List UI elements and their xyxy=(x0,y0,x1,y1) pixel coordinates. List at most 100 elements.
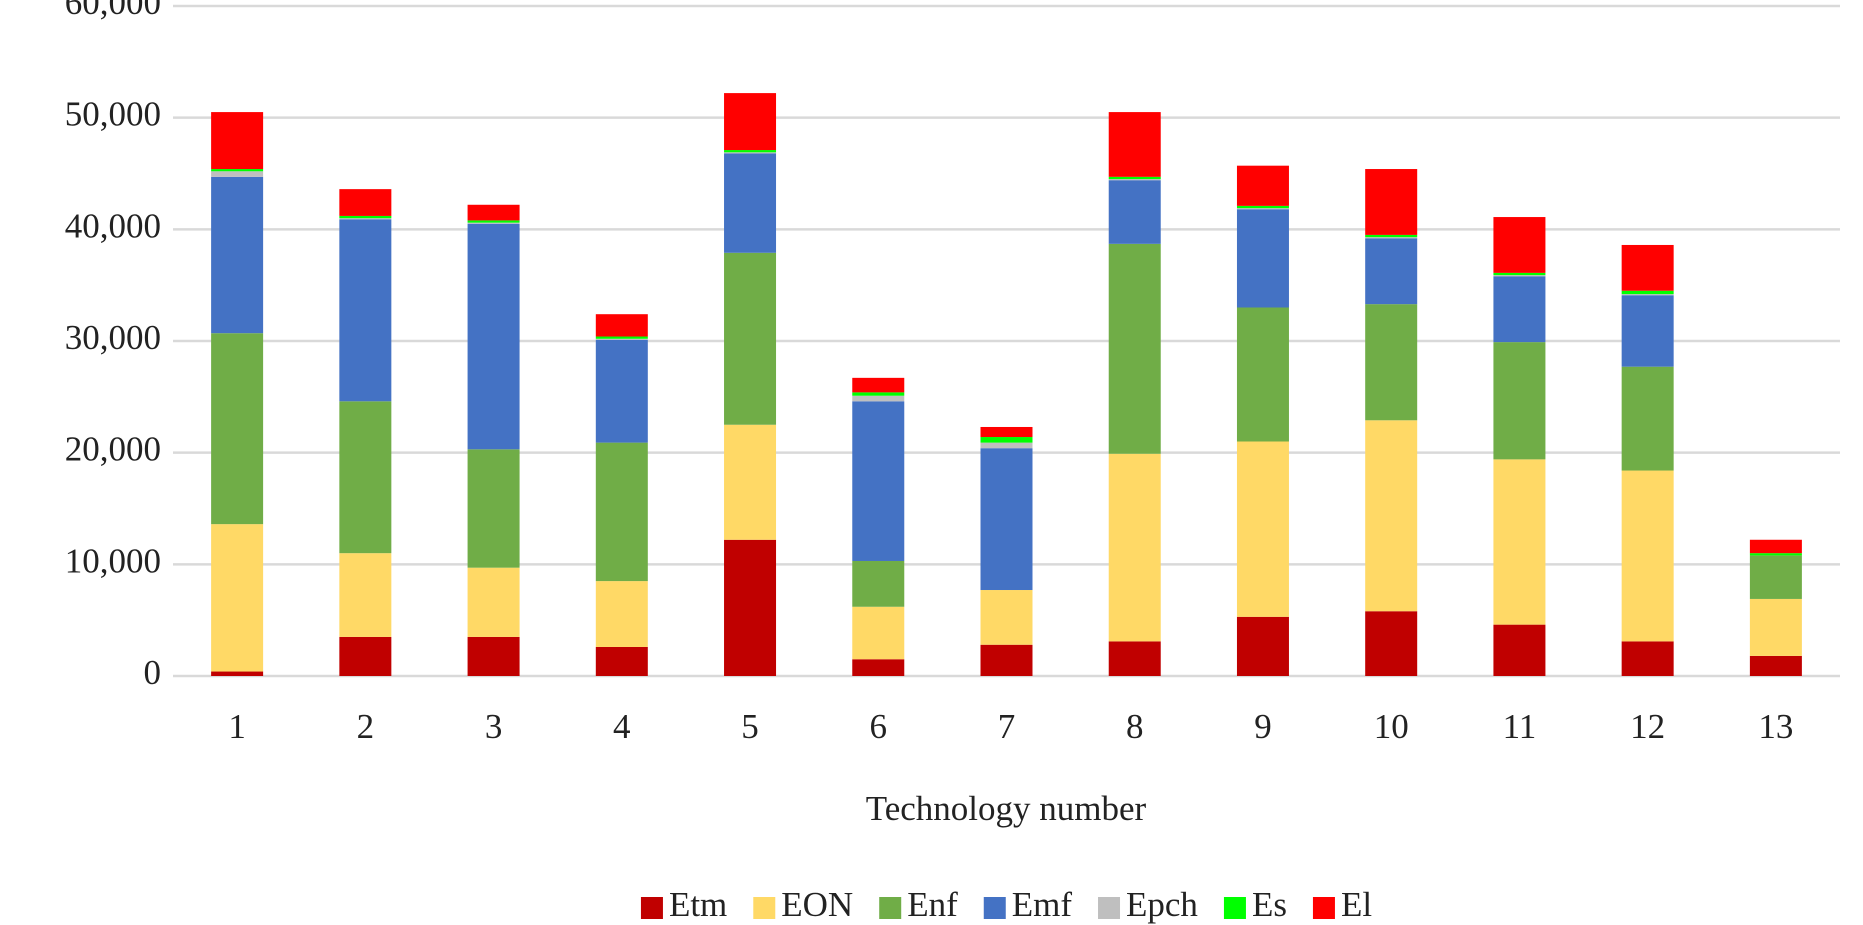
bar-segment xyxy=(724,252,777,425)
bar-segment xyxy=(467,567,520,637)
bar-segment xyxy=(1493,459,1546,625)
legend-label: Es xyxy=(1252,885,1287,924)
legend-label: Emf xyxy=(1012,885,1073,924)
x-tick-label: 11 xyxy=(1503,707,1537,746)
bar-segment xyxy=(1621,366,1674,471)
bar-segment xyxy=(211,176,264,334)
bar-segment xyxy=(339,219,392,402)
legend-swatch xyxy=(879,897,902,919)
bar-segment xyxy=(724,424,777,540)
bar-segment xyxy=(980,426,1033,438)
bar-segment xyxy=(724,152,777,154)
x-tick-label: 9 xyxy=(1254,707,1272,746)
bar-segment xyxy=(1108,179,1161,181)
bar-segment xyxy=(339,218,392,220)
x-tick-label: 6 xyxy=(870,707,888,746)
bar-segment xyxy=(595,442,648,582)
bar-segment xyxy=(1621,470,1674,642)
bar-segment xyxy=(1236,616,1289,676)
legend-label: EON xyxy=(781,885,853,924)
bar-segment xyxy=(1365,237,1418,239)
y-tick-label: 50,000 xyxy=(65,95,161,134)
legend-swatch xyxy=(1223,897,1246,919)
x-tick-label: 5 xyxy=(741,707,759,746)
bar-segment xyxy=(595,336,648,339)
y-tick-label: 60,000 xyxy=(65,0,161,22)
bar-segment xyxy=(339,215,392,219)
bar-segment xyxy=(980,590,1033,645)
bar-segment xyxy=(852,395,905,402)
bar-segment xyxy=(1108,243,1161,454)
bar-segment xyxy=(1108,112,1161,177)
bar-segment xyxy=(1108,453,1161,642)
x-tick-label: 8 xyxy=(1126,707,1144,746)
bar-segment xyxy=(1236,209,1289,308)
bar-segment xyxy=(852,659,905,676)
bar-segment xyxy=(1621,294,1674,296)
bar-segment xyxy=(852,392,905,396)
bar-segment xyxy=(724,539,777,676)
legend-label: Enf xyxy=(907,885,958,924)
bar-segment xyxy=(724,93,777,151)
x-tick-label: 4 xyxy=(613,707,631,746)
bar-segment xyxy=(724,150,777,153)
bar-segment xyxy=(1236,165,1289,206)
bar-segment xyxy=(1749,553,1802,556)
bar-segment xyxy=(1493,624,1546,676)
bar-segment xyxy=(1365,304,1418,421)
bar-segment xyxy=(595,339,648,443)
bar-segment xyxy=(467,223,520,450)
bar-segment xyxy=(1365,611,1418,676)
bar-segment xyxy=(980,442,1033,449)
bar-segment xyxy=(1621,244,1674,291)
bar-segment xyxy=(1108,180,1161,244)
x-tick-label: 12 xyxy=(1630,707,1665,746)
bar-segment xyxy=(211,169,264,172)
bar-segment xyxy=(211,171,264,177)
bar-segment xyxy=(467,204,520,221)
bar-segment xyxy=(1236,208,1289,210)
bar-segment xyxy=(211,524,264,672)
bar-segment xyxy=(1365,234,1418,238)
bar-segment xyxy=(1365,238,1418,305)
bar-segment xyxy=(1621,641,1674,676)
legend-label: Etm xyxy=(669,885,727,924)
bar-segment xyxy=(1749,598,1802,656)
bar-segment xyxy=(595,314,648,337)
legend-swatch xyxy=(983,897,1006,919)
bar-segment xyxy=(1621,295,1674,367)
bar-segment xyxy=(1236,441,1289,617)
legend-swatch xyxy=(640,897,663,919)
bar-segment xyxy=(467,636,520,676)
bar-segment xyxy=(339,636,392,676)
y-tick-label: 30,000 xyxy=(65,318,161,357)
x-tick-label: 3 xyxy=(485,707,503,746)
bar-segment xyxy=(1236,307,1289,442)
bar-segment xyxy=(852,560,905,607)
bar-segment xyxy=(980,644,1033,676)
bar-segment xyxy=(1493,342,1546,460)
legend-swatch xyxy=(753,897,776,919)
bar-segment xyxy=(211,333,264,525)
bar-segment xyxy=(852,401,905,561)
bar-segment xyxy=(1108,176,1161,180)
x-tick-label: 7 xyxy=(998,707,1016,746)
y-tick-label: 40,000 xyxy=(65,206,161,245)
bar-segment xyxy=(595,646,648,676)
x-tick-label: 13 xyxy=(1758,707,1793,746)
bar-segment xyxy=(1493,217,1546,273)
bar-segment xyxy=(1749,655,1802,676)
bar-segment xyxy=(211,671,264,676)
bar-segment xyxy=(1621,290,1674,295)
legend-label: El xyxy=(1341,885,1372,924)
legend-swatch xyxy=(1312,897,1335,919)
bar-segment xyxy=(980,437,1033,443)
y-tick-label: 0 xyxy=(144,653,162,692)
bar-segment xyxy=(852,606,905,660)
bar-segment xyxy=(339,553,392,637)
bar-segment xyxy=(980,448,1033,591)
bar-segment xyxy=(852,377,905,393)
y-tick-label: 20,000 xyxy=(65,430,161,469)
x-tick-label: 2 xyxy=(357,707,375,746)
